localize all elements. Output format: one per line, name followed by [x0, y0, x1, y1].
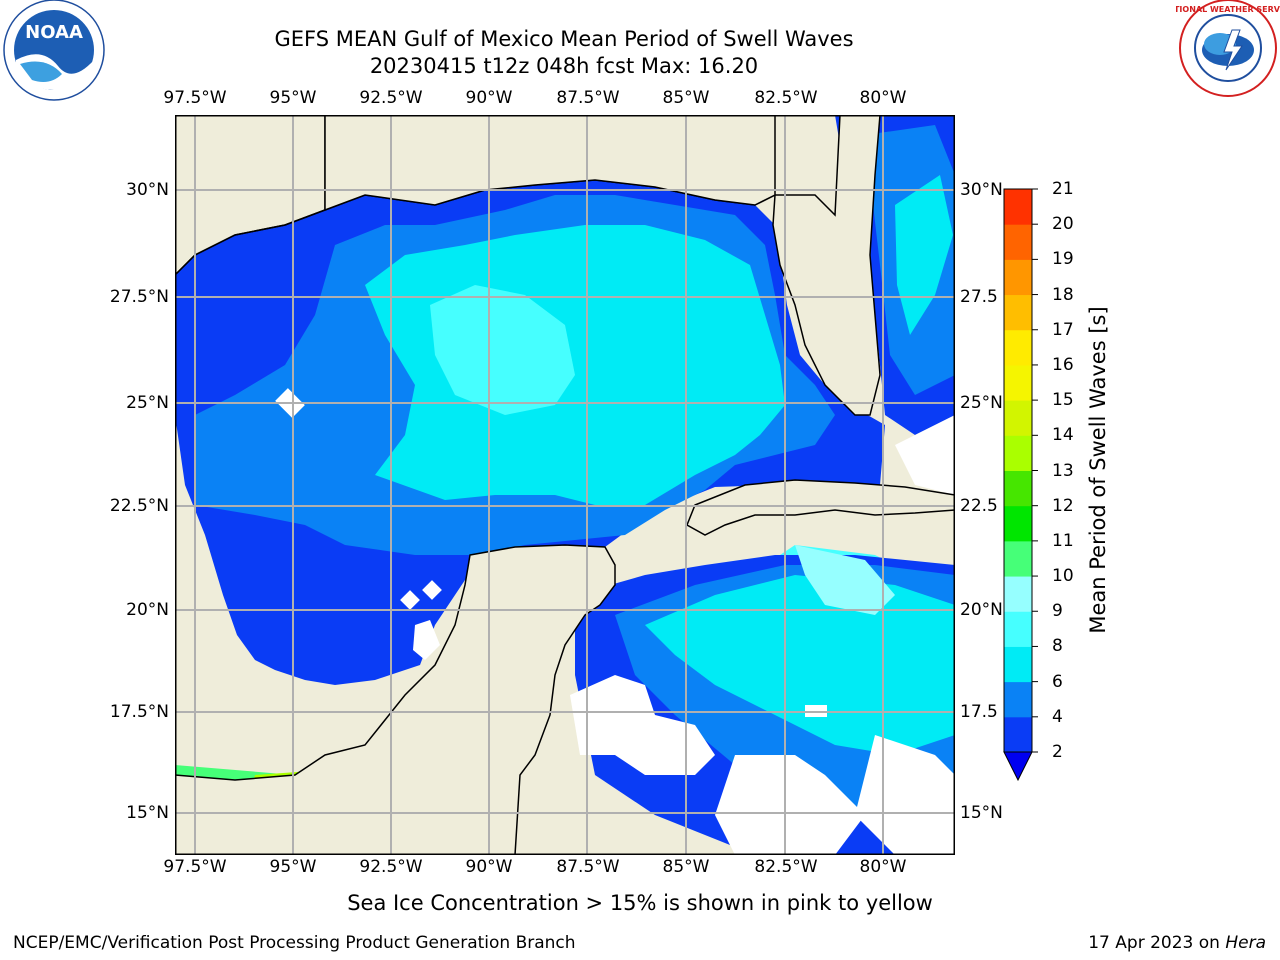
lon-label-top: 85°W — [662, 88, 710, 108]
map-subtitle: 20230415 t12z 048h fcst Max: 16.20 — [369, 54, 759, 78]
graticule — [175, 115, 955, 855]
colorbar-tick-label: 16 — [1052, 354, 1074, 375]
lat-label-right: 30°N — [960, 180, 1003, 200]
lat-label-left: 20°N — [126, 600, 169, 620]
colorbar-tick-label: 8 — [1052, 636, 1063, 657]
gulf-swell-band-8-9 — [430, 285, 575, 415]
colorbar-bin — [1004, 259, 1032, 296]
lon-label-bottom: 90°W — [465, 857, 513, 877]
colorbar-tick-label: 17 — [1052, 319, 1074, 340]
colorbar-bin — [1004, 329, 1032, 366]
sea-ice-note: Sea Ice Concentration > 15% is shown in … — [347, 891, 933, 915]
lon-label-bottom: 85°W — [662, 857, 710, 877]
colorbar-bin — [1004, 470, 1032, 507]
lat-label-left: 25°N — [126, 393, 169, 413]
lon-label-bottom: 82.5°W — [754, 857, 818, 877]
lat-label-left: 27.5°N — [109, 287, 169, 307]
lat-label-right: 17.5 — [960, 702, 998, 722]
colorbar-tick-label: 21 — [1052, 179, 1074, 199]
lat-label-right: 27.5 — [960, 287, 998, 307]
colorbar-tick-label: 19 — [1052, 249, 1074, 270]
lat-label-left: 30°N — [126, 180, 169, 200]
lat-label-right: 20°N — [960, 600, 1003, 620]
colorbar-bin — [1004, 716, 1032, 753]
colorbar-tick-label: 9 — [1052, 601, 1063, 622]
lat-label-left: 22.5°N — [109, 496, 169, 516]
footer-date: 17 Apr 2023 on Hera — [1088, 933, 1266, 953]
map-title: GEFS MEAN Gulf of Mexico Mean Period of … — [274, 27, 854, 51]
lat-label-left: 15°N — [126, 803, 169, 823]
colorbar-bin — [1004, 540, 1032, 577]
colorbar-bin — [1004, 224, 1032, 260]
colorbar-bin — [1004, 294, 1032, 331]
colorbar-bin — [1004, 646, 1032, 683]
lat-label-right: 25°N — [960, 393, 1003, 413]
gulf-of-mexico-map — [175, 115, 955, 855]
svg-text:NATIONAL WEATHER SERVICE: NATIONAL WEATHER SERVICE — [1176, 5, 1280, 14]
colorbar-bin — [1004, 364, 1032, 401]
colorbar-tick-label: 20 — [1052, 214, 1074, 235]
colorbar-tick-label: 6 — [1052, 671, 1063, 692]
lon-label-bottom: 87.5°W — [556, 857, 620, 877]
lon-label-bottom: 92.5°W — [359, 857, 423, 877]
colorbar-tick-label: 13 — [1052, 460, 1074, 481]
svg-text:NOAA: NOAA — [25, 22, 83, 43]
colorbar-tick-label: 15 — [1052, 390, 1074, 411]
lon-label-top: 80°W — [859, 88, 907, 108]
lon-label-top: 90°W — [465, 88, 513, 108]
footer-date-text: 17 Apr 2023 on — [1088, 933, 1226, 953]
colorbar-bin — [1004, 681, 1032, 718]
nws-logo: NATIONAL WEATHER SERVICE — [1176, 0, 1280, 97]
caribbean-swell-band-8-9-inner — [795, 545, 895, 615]
colorbar-bin — [1004, 576, 1032, 612]
colorbar-bin — [1004, 505, 1032, 542]
us-land — [324, 115, 776, 212]
footer-machine: Hera — [1225, 933, 1266, 953]
lon-label-top: 87.5°W — [556, 88, 620, 108]
colorbar-bin — [1004, 189, 1032, 225]
lon-label-bottom: 95°W — [269, 857, 317, 877]
lon-label-bottom: 97.5°W — [163, 857, 227, 877]
colorbar-tick-label: 14 — [1052, 425, 1074, 446]
caribbean-swell-band-6-8 — [645, 575, 955, 755]
lon-label-top: 92.5°W — [359, 88, 423, 108]
colorbar-tick-label: 4 — [1052, 706, 1063, 727]
lon-label-top: 97.5°W — [163, 88, 227, 108]
atlantic-swell-band-6-8 — [895, 175, 953, 335]
colorbar-tick-label: 12 — [1052, 495, 1074, 516]
colorbar-extend-arrow — [1003, 751, 1033, 782]
lon-label-bottom: 80°W — [859, 857, 907, 877]
colorbar-tick-label: 11 — [1052, 530, 1074, 551]
colorbar-tick-label: 2 — [1052, 742, 1063, 762]
lat-label-right: 15°N — [960, 803, 1003, 823]
noaa-logo: NOAA — [3, 0, 105, 101]
colorbar-bin — [1004, 400, 1032, 436]
colorbar-label: Mean Period of Swell Waves [s] — [1086, 306, 1110, 634]
colorbar-bin — [1004, 435, 1032, 471]
lat-label-right: 22.5 — [960, 496, 998, 516]
lon-label-top: 95°W — [269, 88, 317, 108]
lat-label-left: 17.5°N — [109, 702, 169, 722]
landmasses — [175, 115, 955, 855]
no-data-patches — [275, 388, 955, 855]
lon-label-top: 82.5°W — [754, 88, 818, 108]
colorbar-tick-label: 18 — [1052, 284, 1074, 305]
footer-credit: NCEP/EMC/Verification Post Processing Pr… — [13, 933, 576, 953]
colorbar-tick-label: 10 — [1052, 566, 1074, 587]
colorbar-bin — [1004, 611, 1032, 647]
colorbar — [1003, 188, 1038, 782]
